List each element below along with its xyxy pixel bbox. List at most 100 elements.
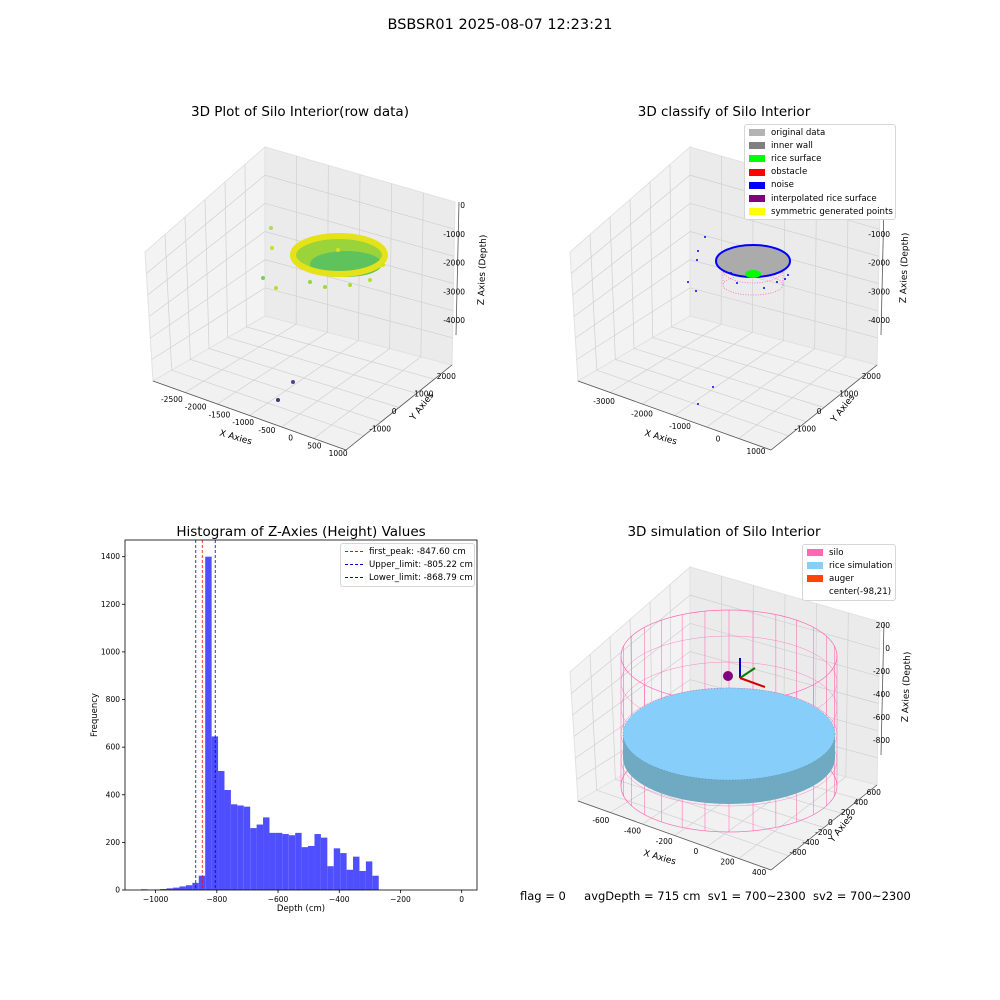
legend-item-silo: silo	[803, 546, 895, 559]
histogram-bar	[372, 875, 379, 890]
panel1-xlabel: X Axies	[218, 429, 253, 448]
histogram-bar	[333, 848, 341, 890]
histogram-xtick-label: −800	[207, 895, 228, 904]
histogram-bar	[282, 834, 289, 890]
panel2-noise-points	[687, 236, 789, 405]
panel1-xtick: -500	[258, 426, 275, 435]
panel2-ytick: 0	[817, 407, 822, 416]
histogram-bars	[140, 556, 379, 890]
histogram-bar	[185, 885, 193, 890]
panel1-xtick: 1000	[329, 449, 348, 458]
histogram-frame	[124, 539, 478, 891]
panel2-noise-point	[687, 281, 689, 283]
panel1-point	[368, 278, 372, 282]
panel1-ytick: -1000	[369, 424, 391, 433]
panel1-point	[323, 285, 327, 289]
histogram-bar	[320, 837, 328, 890]
histogram-bar	[263, 817, 270, 890]
panel2-title: 3D classify of Silo Interior	[637, 104, 811, 120]
legend-item-center: center(-98,21)	[829, 587, 892, 598]
panel4-ztick: -800	[873, 736, 890, 745]
histogram-ytick-label: 200	[106, 838, 121, 847]
panel4-ztick: -400	[873, 690, 890, 699]
p1-x-axis-line	[152, 380, 347, 451]
p2-y-axis-line	[770, 364, 878, 451]
panel2-noise-point	[763, 287, 765, 289]
panel1-point	[270, 246, 274, 250]
status-avg-depth: avgDepth = 715 cm	[584, 889, 701, 903]
panel4-ztick: -200	[873, 667, 890, 676]
panel2-xtick: -3000	[593, 397, 615, 406]
panel2-noise-point	[695, 290, 697, 292]
panel2-noise-point	[736, 282, 738, 284]
panel2-noise-point	[696, 259, 698, 261]
p2-gridline	[649, 181, 842, 394]
histogram-xtick-label: −400	[329, 895, 350, 904]
legend-item-first-peak: first_peak: -847.60 cm	[341, 545, 474, 558]
status-line: flag = 0 avgDepth = 715 cm sv1 = 700~230…	[520, 889, 911, 903]
histogram-bar	[314, 834, 321, 890]
p1-y-axis-line	[345, 364, 453, 451]
panel2-classified-points	[715, 244, 791, 296]
panel2-noise-point	[787, 274, 789, 276]
panel1-ytick: 1000	[414, 389, 433, 398]
p4-x-axis-line	[577, 800, 772, 871]
histogram-bar	[269, 832, 276, 890]
p4-gridline	[738, 612, 849, 859]
histogram-bar	[295, 832, 302, 890]
histogram-bar	[301, 847, 309, 890]
panel1-ztick: 0	[460, 201, 465, 210]
p1-gridline	[150, 259, 454, 339]
panel4-ztick: -600	[873, 713, 890, 722]
histogram-bar	[243, 806, 251, 890]
histogram-bar	[308, 845, 315, 890]
panel1-ytick: 0	[392, 407, 397, 416]
panel2-ytick: 2000	[862, 372, 881, 381]
p2-z-axis-line	[880, 201, 885, 336]
legend-item-upper-limit: Upper_limit: -805.22 cm	[341, 558, 474, 571]
p1-gridline	[313, 192, 424, 439]
panel2-xticks: -3000 -2000 -1000 0 1000	[593, 397, 766, 456]
histogram-bar	[211, 736, 219, 890]
panel4-xtick: 200	[720, 858, 735, 867]
legend-item-rice-simulation: rice simulation	[803, 559, 895, 572]
panel4-title: 3D simulation of Silo Interior	[627, 524, 821, 540]
histogram-bar	[365, 861, 373, 890]
histogram-bar	[166, 888, 174, 890]
panel4-ytick: 0	[828, 818, 833, 827]
panel1-point	[261, 276, 265, 280]
panel2-xtick: 1000	[746, 447, 765, 456]
panel1-point	[308, 280, 312, 284]
panel1-xtick: -2500	[161, 395, 183, 404]
panel4-xtick: 0	[693, 847, 698, 856]
histogram-bar	[205, 556, 212, 890]
panel4-ytick: -200	[815, 828, 832, 837]
panel4-ztick: 200	[876, 621, 891, 630]
panel1-xtick: -1000	[232, 418, 254, 427]
p2-gridline	[738, 192, 849, 439]
panel1-point	[348, 283, 352, 287]
panel4-ytick: 200	[841, 808, 856, 817]
histogram-ytick-label: 0	[115, 886, 120, 895]
panel1-point	[269, 226, 273, 230]
panel1-ztick: -2000	[443, 259, 465, 268]
histogram-bar	[275, 832, 283, 890]
p1-gridline	[151, 287, 453, 360]
histogram-bar	[218, 770, 225, 890]
panel1-title: 3D Plot of Silo Interior(row data)	[191, 104, 409, 120]
panel1-ztick: -3000	[443, 287, 465, 296]
panel1-xtick: 0	[288, 434, 293, 443]
histogram-xticks: −1000 −800 −600 −400 −200 0	[143, 890, 464, 904]
panel2-ytick: 1000	[839, 389, 858, 398]
p2-x-axis-line	[577, 380, 772, 451]
panel4-3d-plot: X Axies Y Axies Z Axies (Depth) -600-400…	[569, 565, 913, 877]
legend-item-obstacle: obstacle	[745, 166, 895, 179]
panel2-legend: original data inner wall rice surface ob…	[744, 124, 896, 221]
histogram-xtick-label: −200	[390, 895, 411, 904]
panel2-noise-point	[704, 236, 706, 238]
panel2-noise-point	[697, 250, 699, 252]
histogram-bar	[250, 828, 257, 890]
p4-z-axis-line	[880, 621, 885, 756]
panel1-3d-plot: X Axies Y Axies Z Axies (Depth) -2500-20…	[144, 145, 489, 458]
panel4-auger	[723, 658, 766, 688]
